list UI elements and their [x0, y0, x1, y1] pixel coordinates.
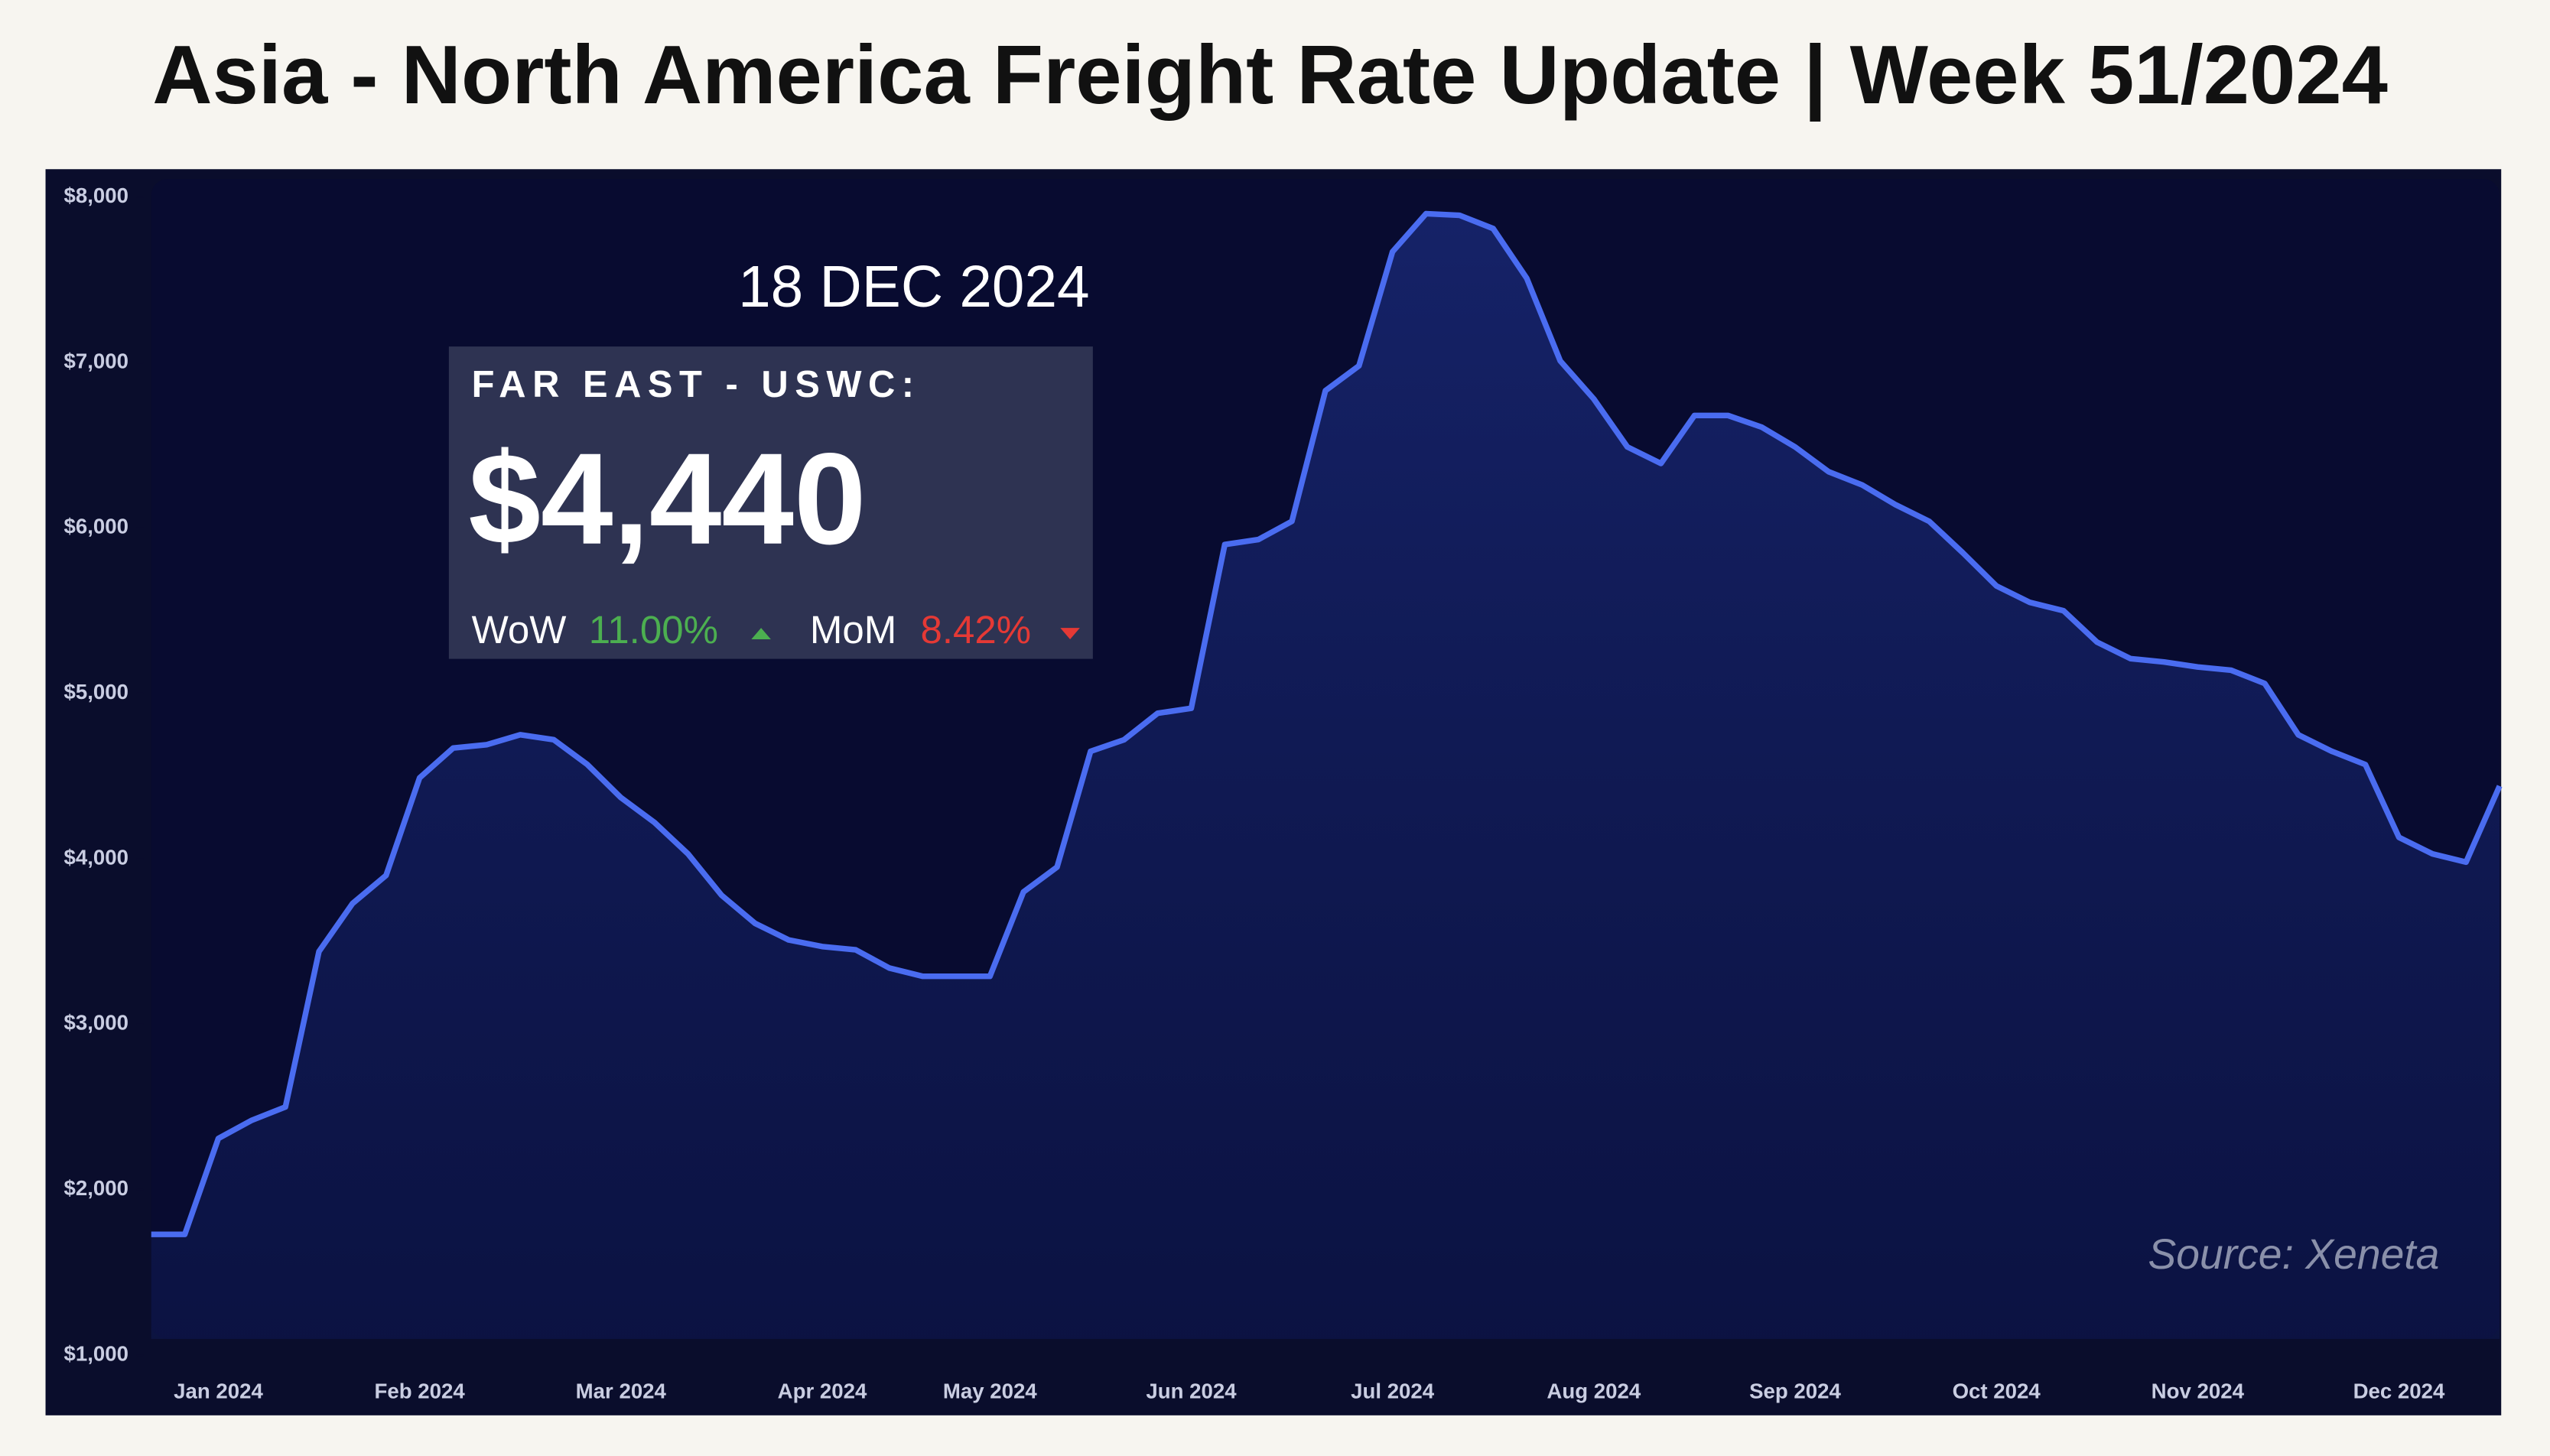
- y-tick-label: $7,000: [63, 349, 128, 372]
- up-arrow: [751, 628, 771, 640]
- x-tick-label: Sep 2024: [1749, 1379, 1841, 1402]
- x-tick-label: Mar 2024: [576, 1379, 667, 1402]
- y-tick-label: $2,000: [63, 1176, 128, 1200]
- x-tick-label: Jan 2024: [174, 1379, 263, 1402]
- y-tick-label: $5,000: [63, 680, 128, 704]
- y-tick-label: $3,000: [63, 1011, 128, 1035]
- x-tick-label: Jun 2024: [1146, 1379, 1237, 1402]
- card-value: $4,440: [468, 427, 866, 572]
- x-tick-label: Oct 2024: [1953, 1379, 2041, 1402]
- y-tick-label: $6,000: [63, 515, 128, 538]
- plot: $1,000 $2,000 $3,000 $4,000 $5,000 $6,000 $7,0…: [63, 184, 2503, 1402]
- mom-value: 8.42%: [920, 608, 1031, 652]
- mom-label: MoM: [810, 608, 896, 652]
- line: [151, 210, 2503, 1237]
- y-tick-label: $1,000: [63, 1341, 128, 1365]
- y-tick-label: $8,000: [63, 184, 128, 207]
- x-tick-label: Dec 2024: [2353, 1379, 2445, 1402]
- x-tick-label: Feb 2024: [375, 1379, 466, 1402]
- x-tick-label: May 2024: [943, 1379, 1037, 1402]
- x-tick-label: Apr 2024: [778, 1379, 867, 1402]
- y-tick-label: $4,000: [63, 845, 128, 869]
- card-date: 18 DEC 2024: [738, 255, 1089, 320]
- x-tick-label: Nov 2024: [2152, 1379, 2245, 1402]
- source: Source: Xeneta: [2148, 1230, 2439, 1278]
- x-tick-label: Jul 2024: [1351, 1379, 1435, 1402]
- wow-label: WoW: [472, 608, 567, 652]
- card: [448, 346, 1093, 659]
- x-tick-label: Aug 2024: [1547, 1379, 1641, 1402]
- area-fill: [151, 213, 2500, 1339]
- wow-value: 11.00%: [589, 608, 718, 652]
- down-arrow: [1060, 628, 1080, 640]
- chart-title: Asia - North America Freight Rate Update…: [152, 28, 2388, 122]
- card-label: FAR EAST - USWC:: [472, 364, 921, 405]
